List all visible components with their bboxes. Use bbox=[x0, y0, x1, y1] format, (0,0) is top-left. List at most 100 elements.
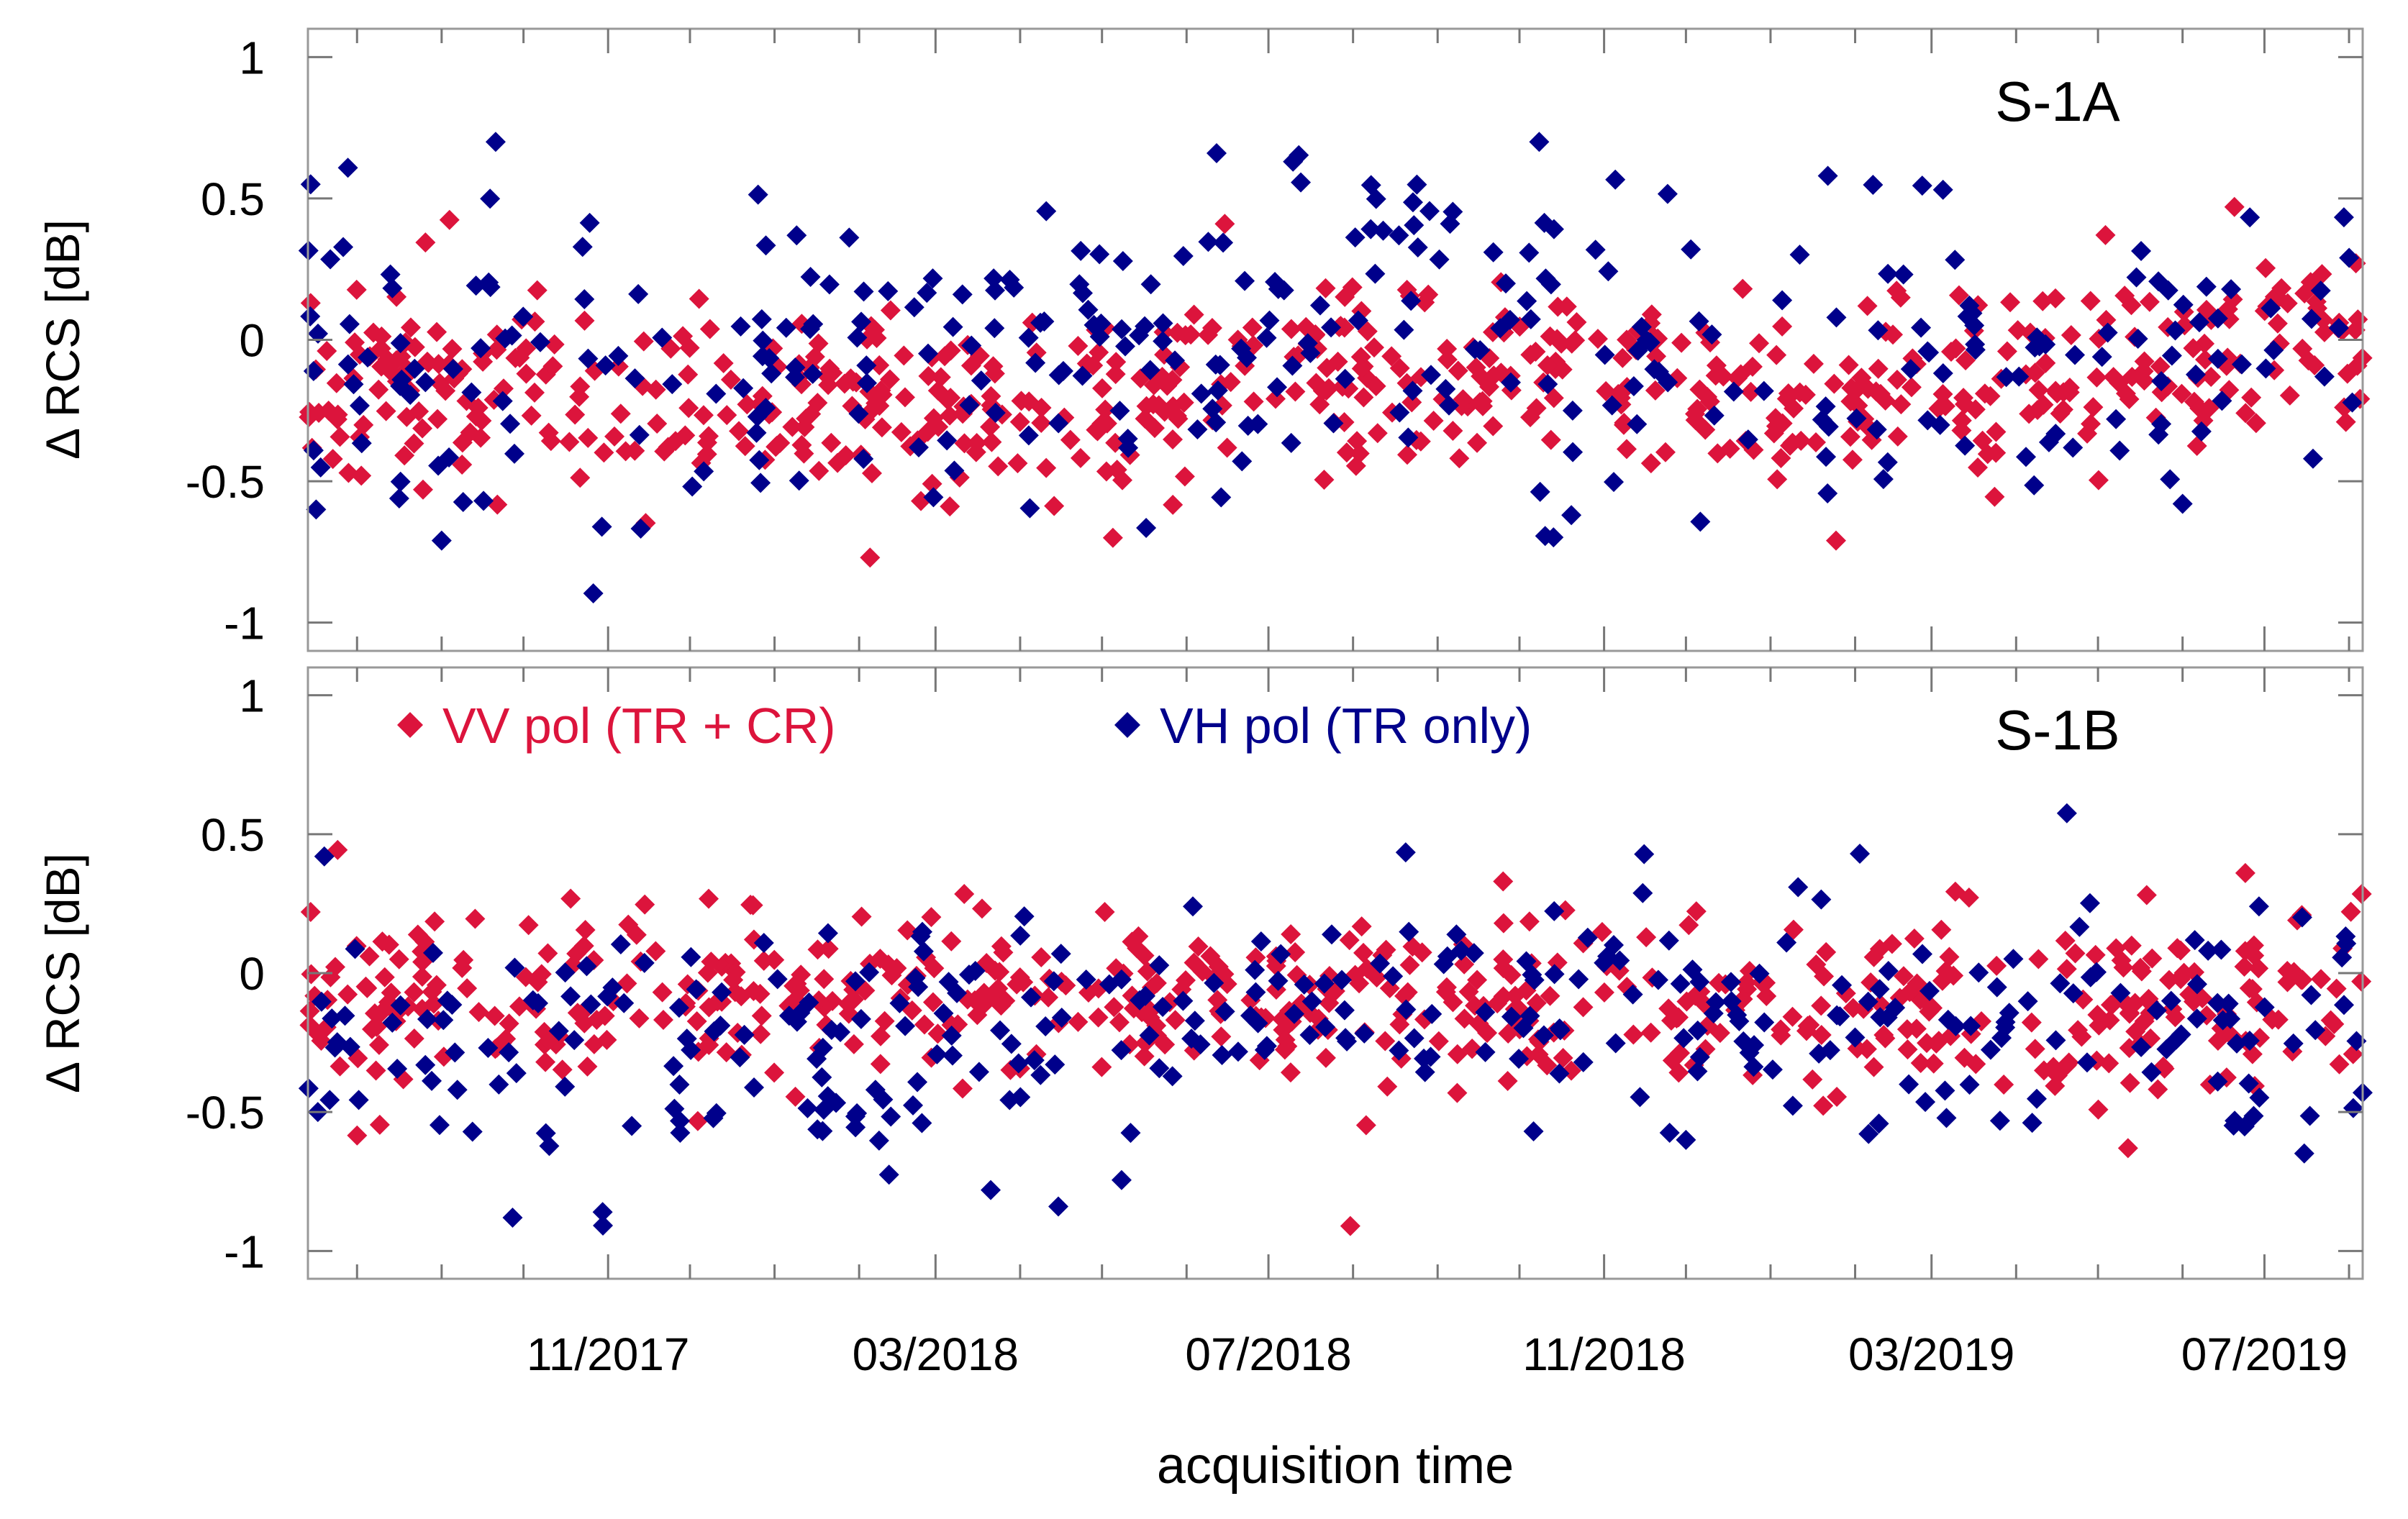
panel-s1a-point-vv bbox=[2088, 470, 2109, 491]
panel-s1a-point-vv bbox=[1968, 457, 1989, 478]
panel-s1b-point-vh bbox=[2146, 1000, 2167, 1021]
panel-s1b-point-vv bbox=[1843, 998, 1863, 1018]
panel-s1a-point-vv bbox=[2000, 292, 2021, 313]
panel-s1a-point-vv bbox=[2279, 385, 2300, 406]
panel-s1a-point-vv bbox=[1083, 355, 1104, 376]
panel-s1b-point-vv bbox=[1686, 901, 1707, 922]
panel-s1b-point-vh bbox=[1248, 1013, 1268, 1034]
panel-s1b-point-vv bbox=[330, 1056, 350, 1077]
panel-s1b-point-vv bbox=[1428, 1031, 1449, 1052]
panel-s1b-point-vv bbox=[1349, 973, 1370, 994]
panel-s1a-point-vh bbox=[959, 395, 980, 416]
panel-s1a-point-vh bbox=[2027, 327, 2048, 348]
panel-s1a-point-vv bbox=[624, 440, 645, 461]
panel-s1a-point-vh bbox=[1140, 360, 1160, 380]
panel-s1b-point-vh bbox=[1181, 1028, 1202, 1049]
panel-s1a-point-vv bbox=[1641, 304, 1662, 325]
panel-s1a-point-vh bbox=[595, 355, 616, 376]
panel-s1b-point-vv bbox=[1676, 991, 1697, 1012]
panel-s1b-point-vh bbox=[319, 1090, 340, 1110]
panel-s1b-point-vh bbox=[1334, 1000, 1355, 1021]
panel-s1a-point-vh bbox=[751, 309, 772, 329]
panel-s1a-point-vv bbox=[1157, 375, 1178, 396]
panel-s1a-point-vv bbox=[2183, 338, 2204, 359]
panel-s1a-point-vh bbox=[802, 363, 823, 384]
panel-s1b-point-vv bbox=[870, 1054, 891, 1075]
panel-s1a-point-vv bbox=[1174, 466, 1195, 487]
panel-s1a-point-vh bbox=[1283, 151, 1304, 172]
panel-s1a-point-vv bbox=[923, 408, 944, 429]
panel-s1a-point-vh bbox=[2161, 345, 2182, 366]
panel-s1b-point-vv bbox=[2121, 935, 2142, 956]
panel-s1a-point-vh bbox=[789, 470, 809, 491]
panel-s1b-point-vh bbox=[744, 1077, 765, 1098]
panel-s1a-point-vh bbox=[404, 358, 425, 379]
panel-s1b-point-vh bbox=[2299, 1105, 2320, 1126]
panel-s1b-point-vh bbox=[348, 1090, 369, 1110]
panel-s1a-point-vv bbox=[1163, 494, 1183, 515]
panel-s1b-point-vv bbox=[750, 983, 771, 1004]
panel-s1b-point-vh bbox=[1337, 1031, 1358, 1052]
panel-s1b-point-vv bbox=[389, 949, 409, 970]
panel-s1a-point-vh bbox=[1069, 274, 1090, 295]
panel-s1a-point-vh bbox=[853, 281, 874, 302]
panel-s1b-point-vh bbox=[712, 982, 732, 1003]
panel-s1b-point-vh bbox=[1936, 1108, 1957, 1128]
panel-s1a-point-vh bbox=[320, 249, 341, 270]
panel-s1b-point-vh bbox=[1048, 1196, 1069, 1217]
panel-s1a-point-vh bbox=[1404, 215, 1425, 236]
panel-s1a-point-vh bbox=[1004, 277, 1024, 298]
panel-s1a-point-vh bbox=[985, 403, 1006, 424]
panel-s1a-point-vv bbox=[1167, 322, 1188, 343]
panel-s1a-point-vv bbox=[782, 416, 803, 437]
panel-s1a-ytick-label: -0.5 bbox=[186, 456, 265, 508]
panel-s1b-point-vv bbox=[1573, 997, 1594, 1018]
panel-s1b-point-vv bbox=[1923, 1053, 1944, 1074]
panel-s1b-point-vh bbox=[1604, 935, 1625, 956]
panel-s1a-point-vh bbox=[847, 327, 868, 348]
panel-s1a-point-vh bbox=[1900, 359, 1921, 380]
panel-s1b-point-vh bbox=[2186, 1008, 2207, 1029]
panel-s1b-point-vv bbox=[1931, 919, 1952, 940]
panel-s1b-point-vv bbox=[457, 978, 478, 999]
panel-s1a-point-vh bbox=[1109, 401, 1130, 421]
panel-s1b-point-vh bbox=[1135, 985, 1155, 1006]
panel-s1b-point-vh bbox=[2186, 974, 2207, 995]
panel-s1a-point-vv bbox=[960, 355, 981, 376]
panel-s1b-point-vv bbox=[531, 964, 552, 985]
panel-s1a-point-vv bbox=[679, 337, 700, 358]
panel-s1a-point-vv bbox=[894, 387, 915, 408]
panel-s1b-point-vh bbox=[1687, 1061, 1708, 1082]
panel-s1a-points bbox=[298, 132, 2373, 604]
panel-s1b-point-vh bbox=[845, 971, 866, 992]
panel-s1b-point-vv bbox=[967, 1005, 988, 1026]
panel-s1a-point-vh bbox=[1932, 179, 1953, 200]
panel-s1a-point-vh bbox=[1267, 377, 1288, 398]
panel-s1b-point-vh bbox=[1533, 1025, 1554, 1046]
panel-s1a-point-vv bbox=[1886, 370, 1907, 391]
panel-s1a-point-vh bbox=[2212, 391, 2232, 411]
panel-s1a-point-vh bbox=[1034, 311, 1055, 332]
panel-s1b-point-vv bbox=[404, 1028, 424, 1049]
panel-s1b-point-vv bbox=[1208, 957, 1229, 977]
panel-s1b-point-vh bbox=[706, 1103, 727, 1123]
panel-s1a-point-vv bbox=[2025, 362, 2045, 383]
panel-s1a-point-vh bbox=[1072, 365, 1093, 386]
panel-s1a-point-vv bbox=[1566, 312, 1587, 333]
panel-s1a-point-vh bbox=[1048, 365, 1069, 386]
panel-s1b-point-vv bbox=[575, 919, 596, 940]
panel-s1b-point-vh bbox=[1509, 1049, 1530, 1069]
panel-s1a-point-vh bbox=[786, 225, 807, 246]
panel-s1a-point-vv bbox=[565, 404, 586, 425]
panel-s1a-point-vh bbox=[1496, 273, 1517, 294]
panel-s1a-point-vv bbox=[2335, 411, 2356, 432]
panel-s1b-point-vv bbox=[2351, 971, 2372, 992]
panel-s1b-point-vh bbox=[868, 1130, 889, 1151]
panel-s1a-point-vh bbox=[1817, 483, 1838, 504]
panel-s1a-point-vv bbox=[404, 433, 424, 454]
panel-s1b-point-vv bbox=[1031, 947, 1052, 968]
panel-s1a-point-vh bbox=[2191, 421, 2212, 442]
panel-s1b-point-vh bbox=[1149, 955, 1170, 976]
panel-s1b-point-vh bbox=[1995, 1017, 2016, 1038]
panel-s1b-point-vv bbox=[1594, 982, 1614, 1003]
